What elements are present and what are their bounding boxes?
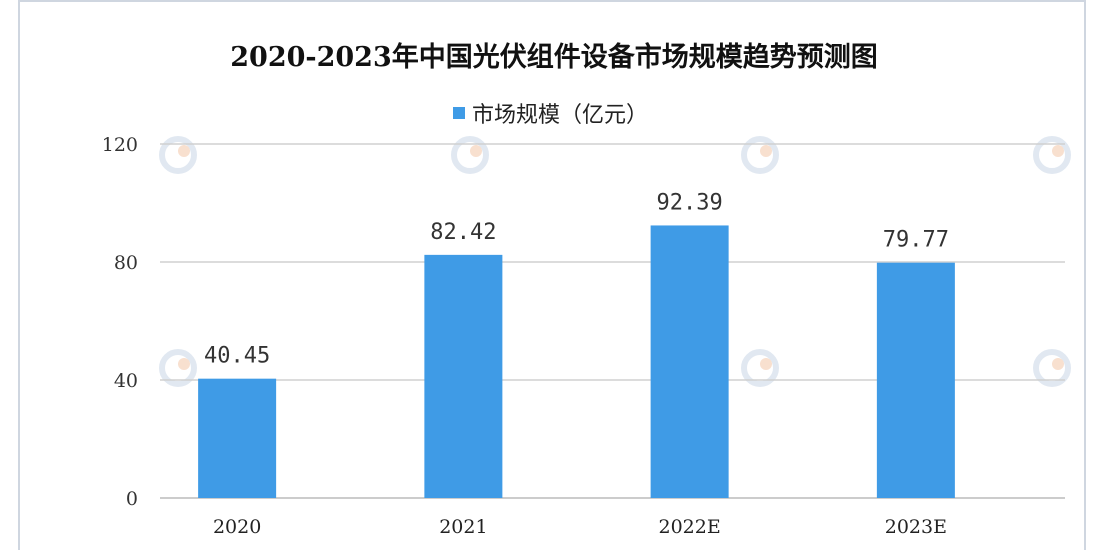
y-tick-label: 40	[114, 370, 138, 392]
x-tick-label-2021: 2021	[439, 516, 487, 538]
data-label-2021: 82.42	[430, 220, 496, 245]
x-tick-label-2020: 2020	[213, 516, 261, 538]
y-tick-label: 80	[114, 252, 138, 274]
legend-swatch	[453, 107, 465, 119]
watermark-logo-icon	[741, 136, 779, 174]
watermark-logo-icon	[741, 349, 779, 387]
x-tick-label-2023E: 2023E	[885, 516, 947, 538]
watermark-logo-icon	[159, 136, 197, 174]
legend: 市场规模（亿元）	[453, 103, 648, 128]
x-axis-labels: 2020 2021 2022E 2023E	[213, 516, 947, 538]
bar-2021	[424, 254, 503, 498]
legend-entry: 市场规模（亿元）	[472, 103, 648, 128]
watermark-logo-icon	[159, 349, 197, 387]
bar-2023E	[876, 262, 955, 498]
data-labels: 40.45 82.42 92.39 79.77	[204, 190, 949, 368]
watermark-logo-icon	[1033, 349, 1071, 387]
bars	[198, 225, 955, 498]
data-label-2022E: 92.39	[657, 190, 723, 215]
y-tick-label: 120	[102, 134, 138, 156]
chart-frame	[18, 0, 1086, 550]
watermark-logo-icon	[451, 136, 489, 174]
bar-2020	[198, 378, 277, 498]
watermark-logo-icon	[1033, 136, 1071, 174]
x-tick-label-2022E: 2022E	[659, 516, 721, 538]
y-tick-label: 0	[126, 488, 138, 510]
data-label-2020: 40.45	[204, 344, 270, 369]
data-label-2023E: 79.77	[883, 228, 949, 253]
chart-title: 2020-2023年中国光伏组件设备市场规模趋势预测图	[230, 41, 878, 73]
bar-2022E	[650, 225, 729, 498]
y-axis-ticks: 0 40 80 120	[102, 134, 138, 510]
